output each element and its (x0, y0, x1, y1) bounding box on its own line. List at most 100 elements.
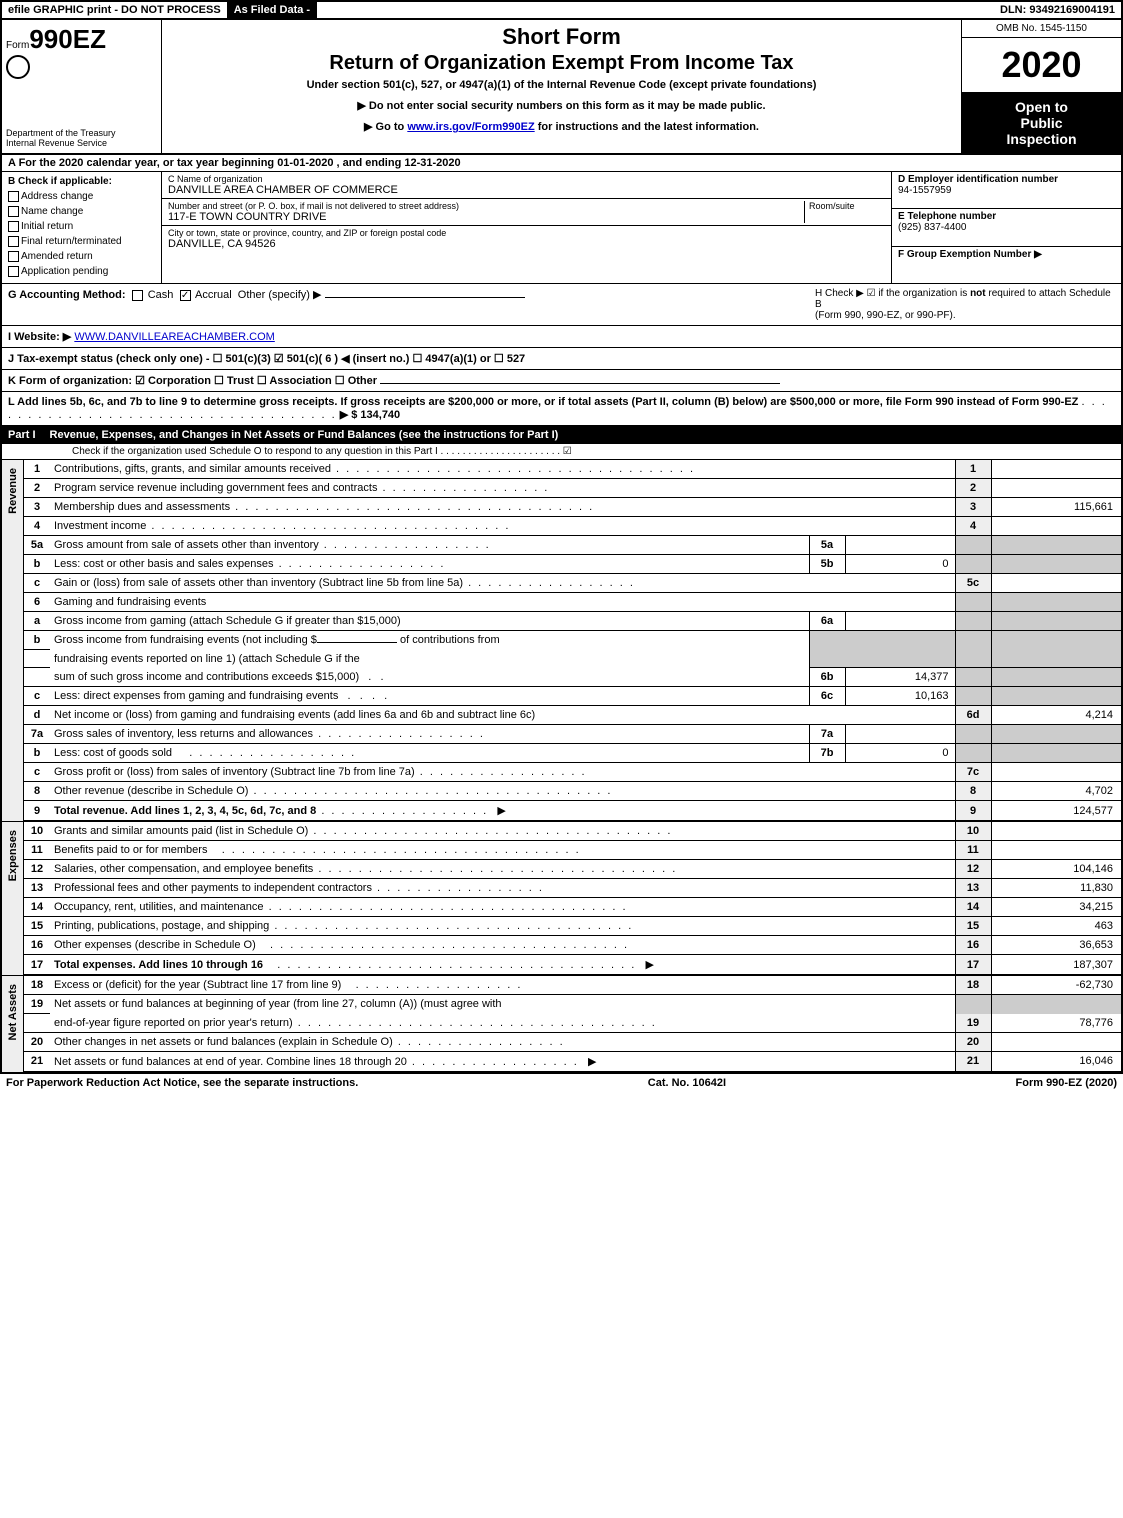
f-label: F Group Exemption Number ▶ (898, 249, 1115, 260)
row-19b: end-of-year figure reported on prior yea… (24, 1014, 1121, 1033)
row-21: 21Net assets or fund balances at end of … (24, 1051, 1121, 1071)
net-assets-strip: Net Assets (2, 976, 24, 1072)
cb-amended-return[interactable]: Amended return (8, 249, 155, 264)
header-right: OMB No. 1545-1150 2020 Open to Public In… (961, 20, 1121, 153)
row-14: 14Occupancy, rent, utilities, and mainte… (24, 898, 1121, 917)
row-6b-3: sum of such gross income and contributio… (24, 668, 1121, 687)
i-label: I Website: ▶ (8, 331, 71, 343)
org-name-value: DANVILLE AREA CHAMBER OF COMMERCE (168, 184, 885, 196)
form-number-block: Form990EZ (6, 24, 157, 55)
row-6: 6Gaming and fundraising events (24, 593, 1121, 612)
cb-address-change[interactable]: Address change (8, 189, 155, 204)
revenue-section: Revenue 1Contributions, gifts, grants, a… (2, 460, 1121, 822)
j-text: J Tax-exempt status (check only one) - ☐… (8, 352, 1115, 365)
as-filed-label: As Filed Data - (228, 2, 317, 18)
expenses-section: Expenses 10Grants and similar amounts pa… (2, 822, 1121, 976)
footer-catno: Cat. No. 10642I (648, 1077, 726, 1089)
cb-cash[interactable] (132, 290, 143, 301)
row-5a: 5aGross amount from sale of assets other… (24, 536, 1121, 555)
contrib-amount-input[interactable] (317, 642, 397, 643)
row-6c: cLess: direct expenses from gaming and f… (24, 687, 1121, 706)
e-value: (925) 837-4400 (898, 222, 1115, 233)
row-12: 12Salaries, other compensation, and empl… (24, 860, 1121, 879)
part-1-schedule-o-check: Check if the organization used Schedule … (2, 444, 1121, 460)
d-ein: D Employer identification number 94-1557… (892, 172, 1121, 209)
d-label: D Employer identification number (898, 174, 1115, 185)
h-text3: (Form 990, 990-EZ, or 990-PF). (815, 310, 956, 321)
k-other-input[interactable] (380, 383, 780, 384)
row-5b: bLess: cost or other basis and sales exp… (24, 555, 1121, 574)
footer-paperwork: For Paperwork Reduction Act Notice, see … (6, 1077, 358, 1089)
subtitle: Under section 501(c), 527, or 4947(a)(1)… (172, 79, 951, 91)
part-1-number: Part I (8, 429, 36, 441)
goto-pre: ▶ Go to (364, 121, 407, 133)
line-g-h: G Accounting Method: Cash ✓ Accrual Othe… (2, 284, 1121, 326)
k-text: K Form of organization: ☑ Corporation ☐ … (8, 375, 377, 387)
section-def: D Employer identification number 94-1557… (891, 172, 1121, 283)
addr-label: Number and street (or P. O. box, if mail… (168, 201, 800, 211)
city-value: DANVILLE, CA 94526 (168, 238, 885, 250)
irs-seal-icon (6, 55, 30, 79)
dept-irs: Internal Revenue Service (6, 139, 157, 149)
revenue-table: 1Contributions, gifts, grants, and simil… (24, 460, 1121, 821)
open-line3: Inspection (964, 131, 1119, 147)
cb-initial-return[interactable]: Initial return (8, 219, 155, 234)
e-label: E Telephone number (898, 211, 1115, 222)
form-header: Form990EZ Department of the Treasury Int… (2, 20, 1121, 155)
part-1-header: Part I Revenue, Expenses, and Changes in… (2, 426, 1121, 444)
row-18: 18Excess or (deficit) for the year (Subt… (24, 976, 1121, 995)
header-center: Short Form Return of Organization Exempt… (162, 20, 961, 153)
row-7b: bLess: cost of goods sold 7b0 (24, 744, 1121, 763)
omb-number: OMB No. 1545-1150 (962, 20, 1121, 38)
row-11: 11Benefits paid to or for members 11 (24, 841, 1121, 860)
header-left: Form990EZ Department of the Treasury Int… (2, 20, 162, 153)
b-header: B Check if applicable: (8, 176, 155, 187)
cb-accrual[interactable]: ✓ (180, 290, 191, 301)
row-17: 17Total expenses. Add lines 10 through 1… (24, 955, 1121, 975)
row-10: 10Grants and similar amounts paid (list … (24, 822, 1121, 841)
row-7a: 7aGross sales of inventory, less returns… (24, 725, 1121, 744)
net-assets-table: 18Excess or (deficit) for the year (Subt… (24, 976, 1121, 1072)
row-16: 16Other expenses (describe in Schedule O… (24, 936, 1121, 955)
city-label: City or town, state or province, country… (168, 228, 885, 238)
line-i-website: I Website: ▶ WWW.DANVILLEAREACHAMBER.COM (2, 326, 1121, 348)
row-6d: dNet income or (loss) from gaming and fu… (24, 706, 1121, 725)
expenses-strip: Expenses (2, 822, 24, 975)
org-name-row: C Name of organization DANVILLE AREA CHA… (162, 172, 891, 199)
website-link[interactable]: WWW.DANVILLEAREACHAMBER.COM (74, 331, 274, 343)
row-13: 13Professional fees and other payments t… (24, 879, 1121, 898)
row-4: 4Investment income4 (24, 517, 1121, 536)
main-title: Return of Organization Exempt From Incom… (172, 52, 951, 75)
goto-line: ▶ Go to www.irs.gov/Form990EZ for instru… (172, 120, 951, 133)
row-8: 8Other revenue (describe in Schedule O)8… (24, 782, 1121, 801)
cb-final-return[interactable]: Final return/terminated (8, 234, 155, 249)
section-c-name-addr: C Name of organization DANVILLE AREA CHA… (162, 172, 891, 283)
efile-topbar: efile GRAPHIC print - DO NOT PROCESS As … (2, 2, 1121, 20)
revenue-strip: Revenue (2, 460, 24, 821)
no-ssn-line: ▶ Do not enter social security numbers o… (172, 99, 951, 112)
line-a-tax-year: A For the 2020 calendar year, or tax yea… (2, 155, 1121, 172)
cb-application-pending[interactable]: Application pending (8, 264, 155, 279)
goto-post: for instructions and the latest informat… (535, 121, 759, 133)
section-b-checkboxes: B Check if applicable: Address change Na… (2, 172, 162, 283)
row-15: 15Printing, publications, postage, and s… (24, 917, 1121, 936)
street-row: Number and street (or P. O. box, if mail… (162, 199, 891, 226)
row-9: 9Total revenue. Add lines 1, 2, 3, 4, 5c… (24, 801, 1121, 821)
g-label: G Accounting Method: (8, 289, 126, 301)
c-label: C Name of organization (168, 174, 885, 184)
tax-year: 2020 (962, 38, 1121, 93)
form-prefix: Form (6, 40, 29, 51)
dln-label: DLN: 93492169004191 (994, 2, 1121, 18)
line-j-tax-exempt: J Tax-exempt status (check only one) - ☐… (2, 348, 1121, 370)
open-line2: Public (964, 115, 1119, 131)
page-footer: For Paperwork Reduction Act Notice, see … (0, 1074, 1123, 1092)
g-other-input[interactable] (325, 297, 525, 298)
row-6a: aGross income from gaming (attach Schedu… (24, 612, 1121, 631)
instructions-link[interactable]: www.irs.gov/Form990EZ (407, 121, 534, 133)
line-l-gross-receipts: L Add lines 5b, 6c, and 7b to line 9 to … (2, 392, 1121, 426)
l-text: L Add lines 5b, 6c, and 7b to line 9 to … (8, 396, 1078, 408)
form-number: 990EZ (29, 24, 106, 54)
cb-name-change[interactable]: Name change (8, 204, 155, 219)
row-19a: 19Net assets or fund balances at beginni… (24, 995, 1121, 1014)
open-to-public-box: Open to Public Inspection (962, 93, 1121, 153)
